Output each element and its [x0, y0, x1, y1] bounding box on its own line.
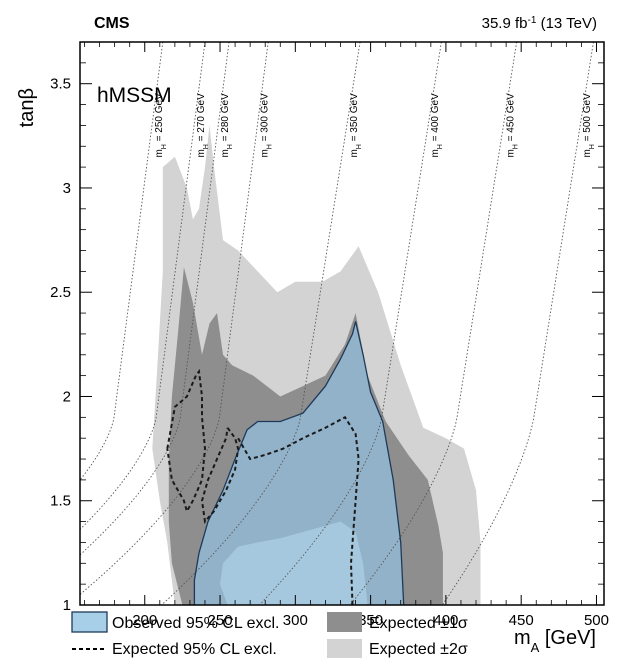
y-tick-label: 1: [63, 597, 71, 614]
legend: Observed 95% CL excl. Expected ±1σ Expec…: [71, 611, 468, 658]
x-tick-label: 450: [509, 612, 534, 629]
plot-frame: [79, 41, 605, 606]
mH-contour-label: mH = 350 GeV: [349, 93, 363, 158]
legend-swatch-1sigma: [327, 612, 362, 632]
mH-contour-label: mH = 400 GeV: [430, 93, 444, 158]
y-tick-label: 2: [63, 388, 71, 405]
x-tick-label: 300: [283, 612, 308, 629]
mH-contour-label: mH = 280 GeV: [220, 93, 234, 158]
x-axis: 200 250 300 350 400 450 500: [84, 42, 609, 629]
y-axis-label: tanβ: [16, 88, 38, 127]
expected-exclusion-line: [200, 427, 240, 524]
mH-contour-line: [80, 42, 206, 531]
plot-area: mH = 250 GeV mH = 270 GeV mH = 280 GeV mH =…: [80, 42, 604, 605]
x-axis-label: mA [GeV]: [514, 627, 596, 655]
model-label: hMSSM: [97, 84, 172, 107]
experiment-label: CMS: [94, 15, 130, 32]
y-axis: 1 1.5 2 2.5 3 3.5: [50, 62, 604, 614]
x-tick-label: 350: [358, 612, 383, 629]
observed-exclusion-line: [193, 321, 405, 605]
x-tick-label: 500: [584, 612, 609, 629]
legend-label-expected: Expected 95% CL excl.: [112, 641, 277, 658]
mH-contour-line: [80, 42, 164, 481]
expected-exclusion-line: [237, 415, 360, 605]
legend-label-2sigma: Expected ±2σ: [369, 641, 468, 658]
mH-contour-label: mH = 270 GeV: [196, 93, 210, 158]
y-tick-label: 3.5: [50, 76, 71, 93]
mH-contour-line: [349, 42, 518, 605]
mH-contour-label: mH = 500 GeV: [582, 93, 596, 158]
x-tick-label: 200: [132, 612, 157, 629]
observed-inner-region: [220, 521, 368, 605]
mH-contour-line: [80, 42, 269, 596]
mH-contour-label: mH = 300 GeV: [259, 93, 273, 158]
y-tick-label: 3: [63, 180, 71, 197]
mH-contour-label: mH = 450 GeV: [505, 93, 519, 158]
legend-label-1sigma: Expected ±1σ: [369, 615, 468, 632]
legend-label-observed: Observed 95% CL excl.: [112, 615, 279, 632]
luminosity-label: 35.9 fb-1 (13 TeV): [482, 15, 597, 33]
mH-contour-label: mH = 250 GeV: [154, 93, 168, 158]
legend-swatch-2sigma: [327, 639, 362, 658]
y-tick-label: 1.5: [50, 493, 71, 510]
mH-contour-line: [80, 42, 230, 556]
y-tick-label: 2.5: [50, 284, 71, 301]
legend-swatch-observed: [71, 611, 108, 633]
expected-exclusion-line: [166, 368, 207, 514]
x-tick-label: 400: [433, 612, 458, 629]
x-tick-label: 250: [208, 612, 233, 629]
